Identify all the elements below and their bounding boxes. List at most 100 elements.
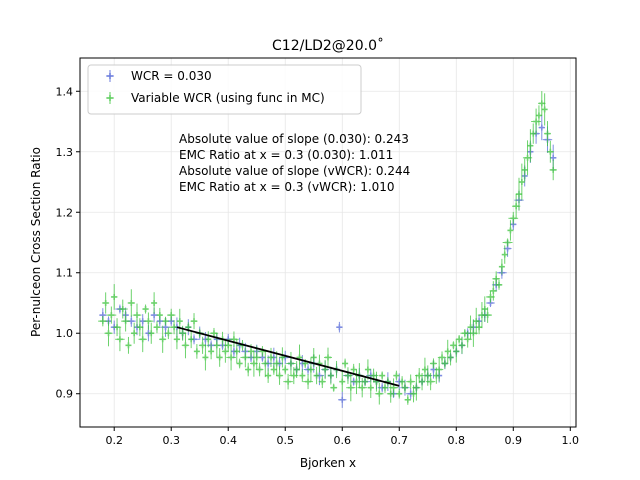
annotation-slope-wcr: Absolute value of slope (0.030): 0.243 — [179, 132, 409, 146]
data-point — [501, 245, 508, 264]
x-tick-label: 0.7 — [391, 434, 409, 447]
data-point — [265, 368, 272, 383]
data-point — [112, 318, 122, 337]
data-point — [447, 349, 454, 366]
data-point — [495, 279, 503, 290]
data-point — [229, 331, 239, 348]
data-point — [181, 332, 190, 359]
data-point — [393, 370, 400, 381]
data-point — [450, 341, 457, 350]
data-point — [164, 327, 173, 340]
data-point — [202, 344, 209, 371]
y-axis: 0.9 1.0 1.1 1.2 1.3 1.4 — [56, 85, 80, 401]
data-point — [406, 374, 416, 389]
data-point — [179, 325, 186, 341]
y-tick-label: 1.2 — [56, 206, 74, 219]
x-tick-label: 0.3 — [162, 434, 180, 447]
data-point — [541, 93, 548, 126]
data-point — [143, 312, 154, 330]
data-point — [535, 105, 542, 126]
data-point — [435, 357, 444, 382]
data-point — [338, 391, 347, 408]
data-point — [396, 388, 403, 399]
data-point — [375, 382, 384, 405]
x-tick-label: 0.8 — [448, 434, 466, 447]
data-point — [173, 329, 181, 350]
y-tick-label: 0.9 — [56, 388, 74, 401]
annotation-emc-vwcr: EMC Ratio at x = 0.3 (vWCR): 1.010 — [179, 180, 395, 194]
data-point — [188, 330, 195, 349]
data-point — [458, 336, 466, 354]
fit-line — [176, 326, 400, 387]
data-point — [453, 340, 460, 363]
x-tick-label: 0.4 — [219, 434, 237, 447]
data-point — [279, 347, 286, 368]
y-tick-label: 1.1 — [56, 267, 74, 280]
data-point — [282, 364, 289, 375]
data-point — [138, 326, 147, 353]
data-point — [293, 361, 300, 378]
data-point — [414, 368, 424, 384]
data-point — [424, 365, 432, 386]
data-point — [531, 108, 542, 135]
data-point — [261, 349, 270, 378]
legend-label-vwcr: Variable WCR (using func in MC) — [131, 91, 325, 105]
y-tick-label: 1.4 — [56, 85, 74, 98]
legend-marker-symbol — [106, 92, 114, 104]
y-axis-label: Per-nulceon Cross Section Ratio — [29, 147, 43, 337]
data-point — [527, 129, 534, 163]
data-point — [388, 378, 399, 397]
data-point — [544, 121, 551, 147]
data-point — [364, 359, 371, 380]
data-point — [148, 322, 155, 344]
x-tick-label: 0.6 — [334, 434, 352, 447]
annotation-block: Absolute value of slope (0.030): 0.243 E… — [179, 132, 410, 194]
data-point — [530, 123, 537, 144]
data-point — [272, 351, 281, 376]
data-point — [379, 371, 386, 380]
data-point — [102, 292, 110, 314]
data-point — [492, 271, 501, 287]
data-point — [130, 322, 138, 344]
data-point — [255, 362, 264, 377]
data-point — [162, 316, 169, 326]
y-tick-label: 1.3 — [56, 146, 74, 159]
data-point — [132, 303, 142, 327]
data-point — [481, 296, 489, 322]
data-point — [176, 308, 183, 334]
data-point — [117, 299, 128, 319]
data-point — [307, 357, 315, 382]
data-point — [240, 347, 251, 368]
x-tick-label: 0.5 — [276, 434, 294, 447]
x-axis: 0.2 0.3 0.4 0.5 0.6 0.7 0.8 0.9 1.0 — [105, 427, 579, 447]
data-point — [441, 358, 449, 369]
data-point — [460, 329, 470, 338]
data-point — [429, 358, 437, 369]
annotation-emc-wcr: EMC Ratio at x = 0.3 (0.030): 1.011 — [179, 148, 393, 162]
legend-marker-vwcr — [106, 92, 114, 104]
data-point — [412, 374, 421, 401]
data-point — [151, 292, 158, 314]
data-point — [252, 345, 261, 370]
legend-box — [87, 64, 362, 115]
data-point — [115, 327, 125, 352]
data-point — [299, 369, 306, 383]
fit-layer — [176, 326, 400, 387]
data-point — [226, 344, 236, 371]
data-point — [267, 347, 275, 367]
data-point — [475, 320, 483, 335]
data-point — [190, 313, 198, 330]
data-point — [236, 358, 243, 369]
data-point — [508, 211, 519, 225]
data-point — [502, 238, 513, 247]
data-point — [419, 372, 426, 391]
data-point — [104, 320, 113, 347]
data-point — [216, 348, 223, 367]
data-point — [166, 308, 176, 322]
data-point — [483, 307, 493, 323]
legend: WCR = 0.030 Variable WCR (using func in … — [87, 64, 362, 115]
data-point — [296, 344, 303, 371]
data-point — [283, 373, 293, 390]
data-point — [467, 315, 474, 339]
